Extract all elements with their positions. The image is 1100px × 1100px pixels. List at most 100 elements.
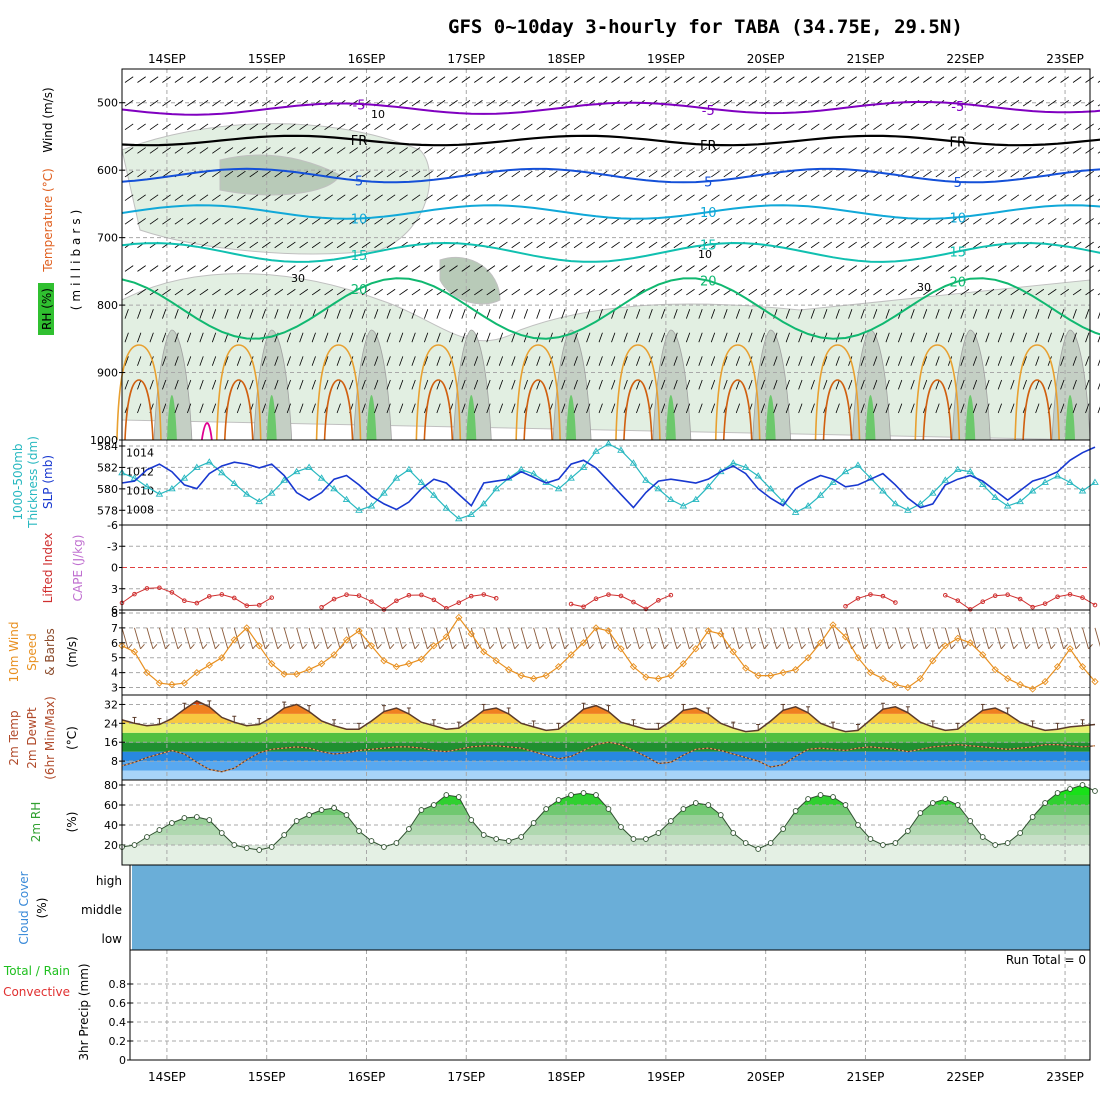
- wind-barb: [374, 332, 379, 343]
- wind-barb: [711, 218, 720, 225]
- wind-speed-point: [891, 680, 900, 689]
- wind-speed-point: [629, 663, 638, 671]
- wind-barb: [885, 194, 895, 201]
- wind-barb: [162, 265, 171, 272]
- wind-barb: [1072, 309, 1077, 319]
- wind-barb: [898, 265, 907, 272]
- cloud-ylabel-2: (%): [35, 898, 49, 919]
- wind-barb: [212, 265, 221, 272]
- thickness-point: [704, 482, 713, 490]
- wind-barb: [873, 147, 882, 154]
- wind-barb: [586, 218, 595, 225]
- wind-barb: [698, 218, 708, 225]
- wind-barb: [352, 643, 357, 650]
- wind-barb: [673, 218, 683, 225]
- wind-speed-point: [542, 671, 550, 680]
- isotherm-label: FR: [351, 134, 368, 149]
- wind-barb: [960, 123, 970, 131]
- wind-barb: [1072, 194, 1082, 201]
- wind-barb: [885, 403, 890, 414]
- wind-speed-point: [916, 674, 924, 683]
- wind-barb: [611, 379, 616, 390]
- wind-barb: [748, 309, 753, 319]
- wind-speed-point: [355, 627, 363, 635]
- wind-barb: [573, 123, 583, 131]
- wind-barb: [573, 332, 578, 343]
- wind-barb: [798, 309, 803, 319]
- wind-barb: [573, 265, 583, 272]
- wind-barb: [199, 379, 204, 390]
- wind-barb: [623, 309, 628, 319]
- li-point: [369, 599, 374, 604]
- wind-speed-point: [979, 651, 987, 659]
- rh-label-box: [38, 283, 54, 335]
- wind-barb: [498, 356, 504, 366]
- wind-speed-point: [1053, 663, 1062, 671]
- wind-barb: [339, 643, 345, 650]
- wind-barb: [548, 265, 558, 272]
- li-point: [231, 595, 237, 601]
- rh-column: [353, 329, 392, 441]
- wind-barb: [399, 309, 404, 319]
- wind-barb: [985, 265, 995, 272]
- wind-barb: [832, 627, 840, 649]
- cloud-ylabel-1: Cloud Cover: [17, 871, 31, 944]
- wind-barb: [324, 123, 334, 131]
- rh-point: [905, 828, 911, 834]
- wind-barb: [349, 76, 358, 83]
- wind-speed-point: [941, 642, 949, 650]
- wind-barb: [498, 147, 508, 154]
- wind-barb: [261, 403, 267, 414]
- wind-barb: [623, 241, 633, 249]
- wind-speed-point: [779, 668, 787, 677]
- wind-barb: [224, 241, 234, 249]
- wind-barb: [561, 147, 571, 154]
- wind-barb: [710, 356, 716, 366]
- wind-barb: [261, 356, 267, 366]
- wind-barb: [935, 218, 945, 225]
- wind-barb: [823, 241, 832, 249]
- li-point: [319, 604, 324, 610]
- wind-barb: [923, 265, 932, 272]
- wind-barb: [723, 170, 733, 178]
- wind-barb: [436, 100, 446, 107]
- rh-point: [792, 808, 799, 814]
- wind-barb: [461, 309, 466, 319]
- wind-barb: [997, 379, 1002, 390]
- wind-barb: [548, 241, 558, 249]
- wind-barb: [645, 627, 653, 649]
- wind-barb: [935, 76, 945, 83]
- wind-barb: [661, 288, 670, 296]
- temp-band: [122, 723, 1090, 733]
- wind-barb: [349, 332, 354, 343]
- wind-barb: [1022, 332, 1027, 343]
- wind-barb: [236, 309, 242, 319]
- wind-barb: [424, 76, 433, 83]
- wind-barb: [698, 265, 708, 272]
- thickness-line: [121, 443, 1096, 520]
- thickness-y-tick: 582: [97, 461, 118, 474]
- wind-speed-point: [1066, 645, 1074, 653]
- wind-barb: [249, 123, 259, 131]
- wind-barb: [511, 403, 516, 414]
- isotherm-label: 10: [351, 212, 368, 227]
- wind-barb: [573, 194, 583, 201]
- wind-barb: [1060, 356, 1065, 366]
- wind-barb: [972, 379, 978, 390]
- wind-barb: [885, 309, 890, 319]
- rh-point: [680, 806, 687, 812]
- wind-barb: [561, 194, 571, 201]
- dewpoint-line: [121, 741, 1096, 773]
- wind-barb: [239, 643, 245, 650]
- wind-barb: [311, 194, 321, 201]
- wind-barb: [199, 356, 204, 366]
- wind-barb: [224, 309, 229, 319]
- wind-barb: [773, 403, 778, 414]
- wind-barb: [935, 123, 945, 131]
- wind-barb: [648, 194, 658, 201]
- wind-barb: [399, 194, 408, 201]
- wind-barb: [810, 170, 820, 178]
- wind-barb: [935, 241, 945, 249]
- wind-barb: [548, 100, 558, 107]
- wind-barb: [1047, 379, 1052, 390]
